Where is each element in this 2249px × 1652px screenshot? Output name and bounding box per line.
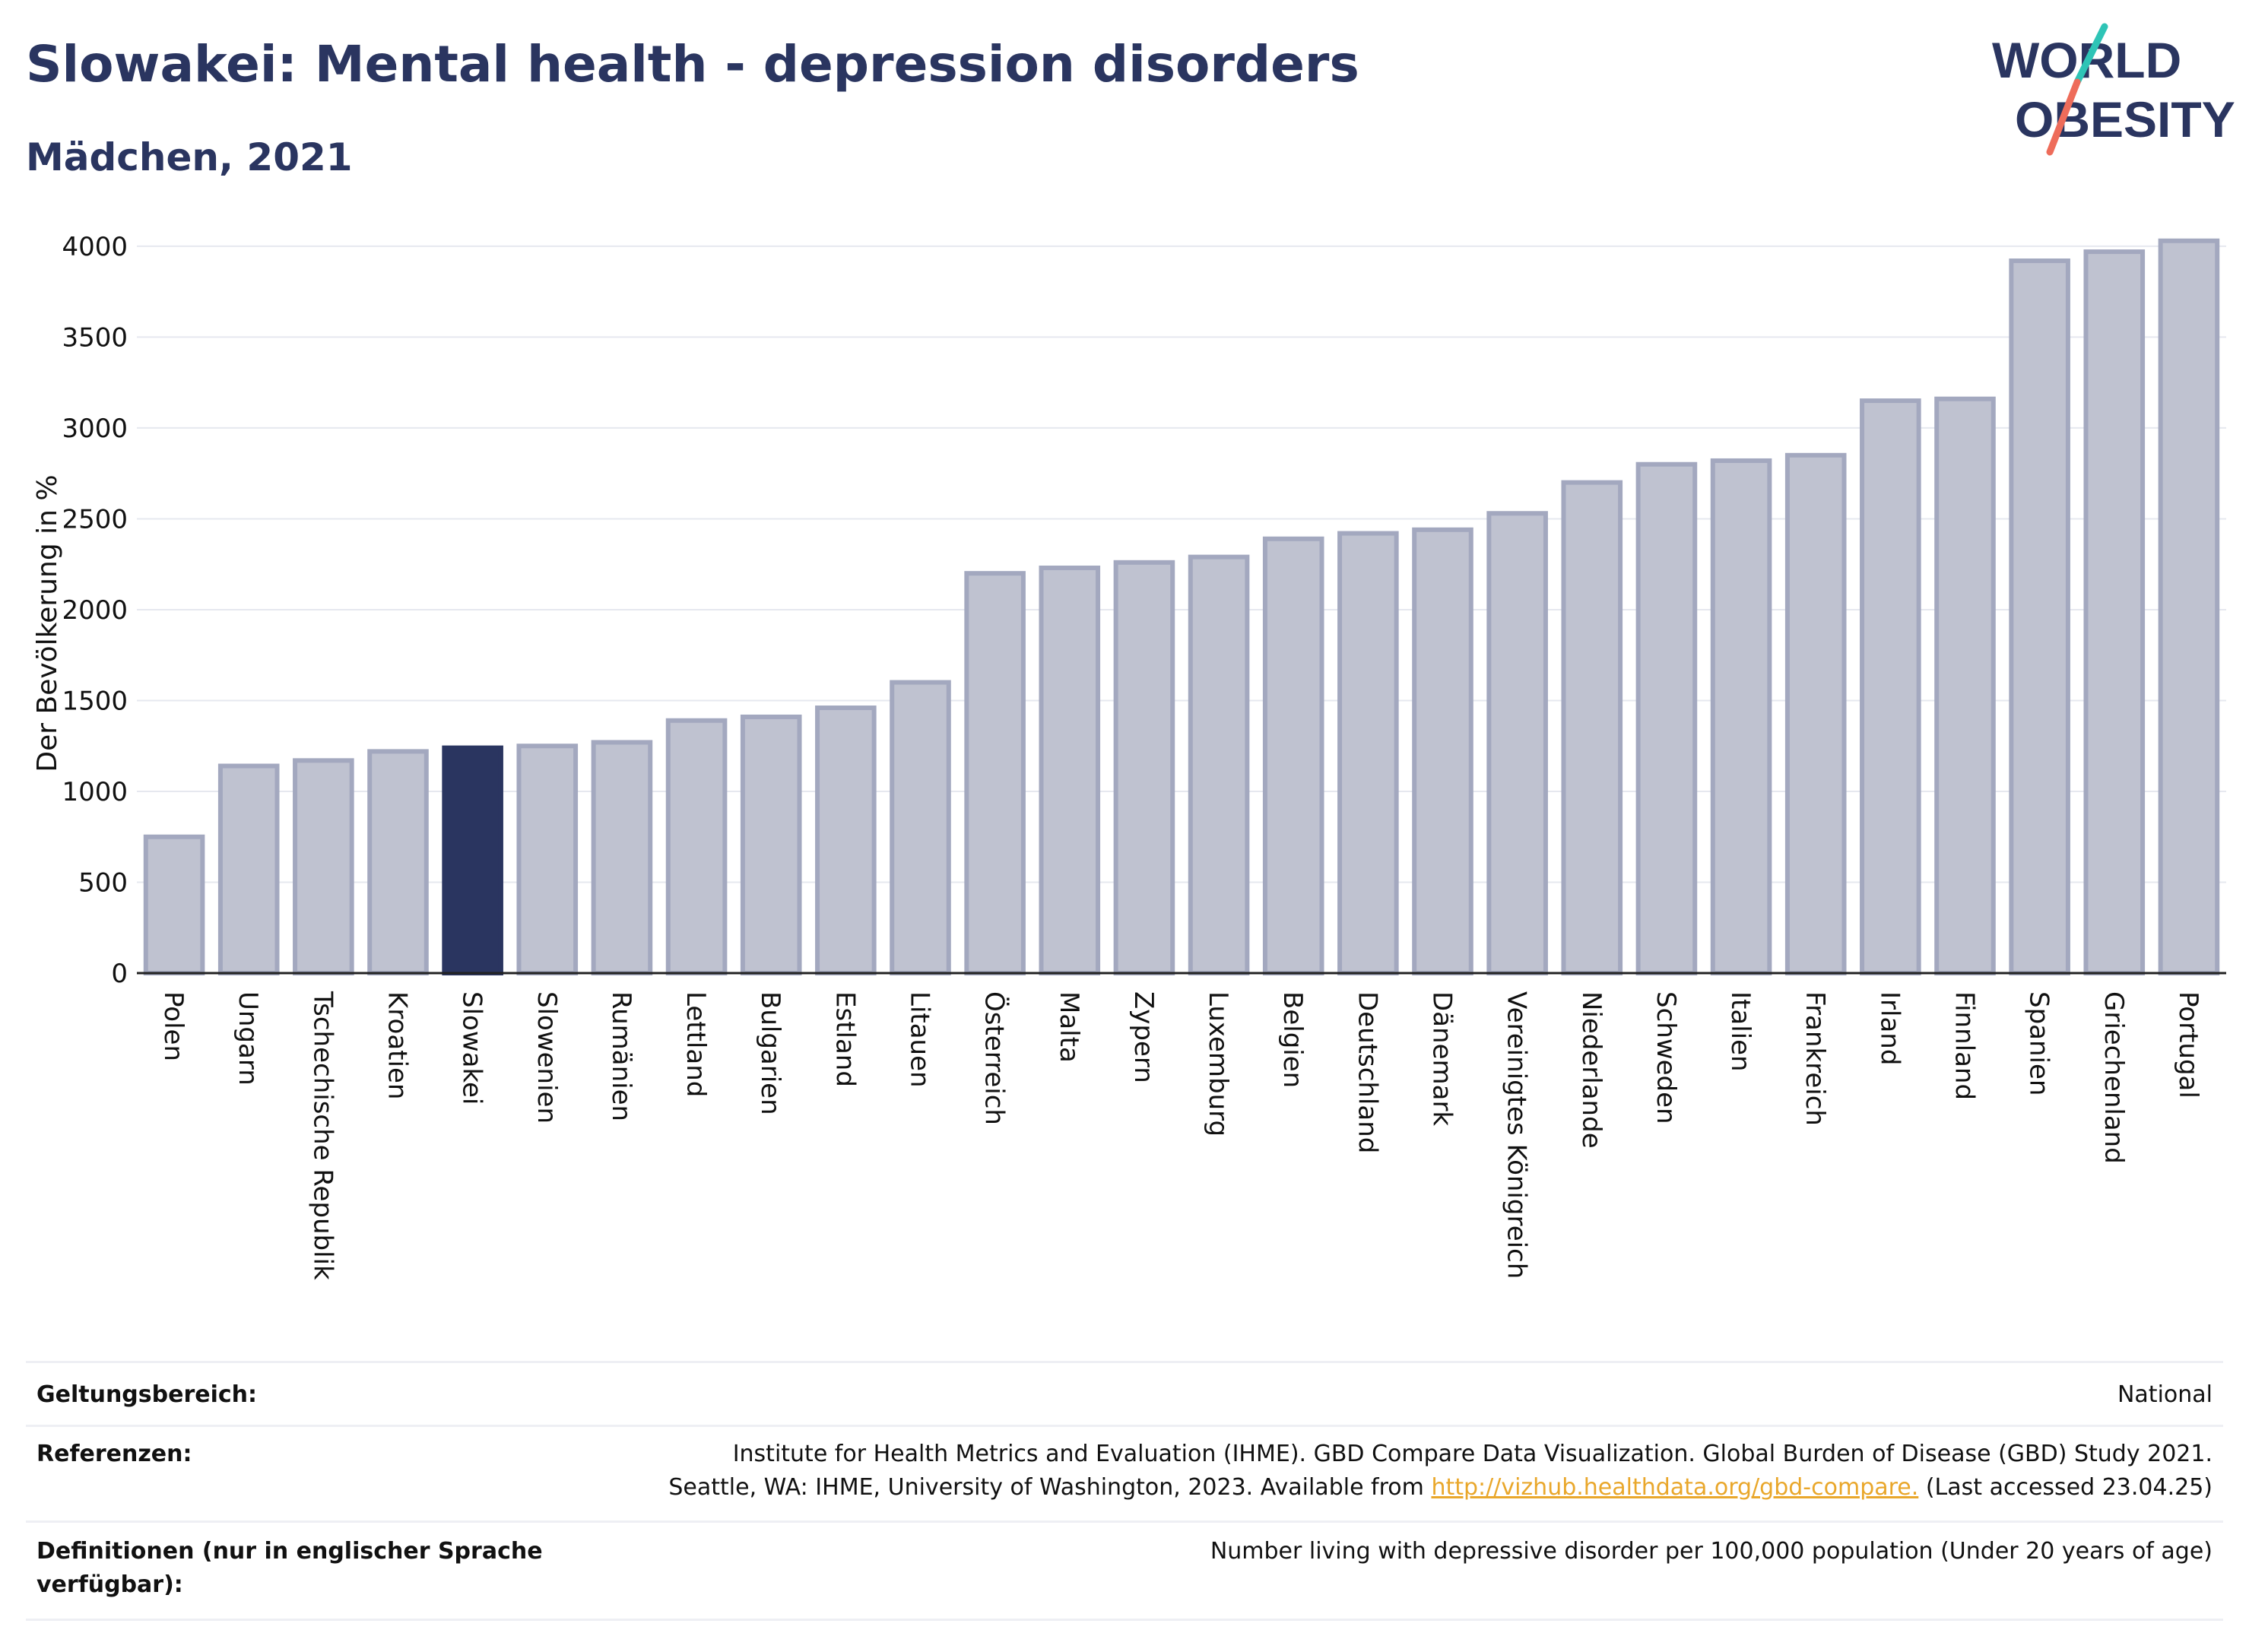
logo-word-2: OBESITY bbox=[2015, 91, 2235, 147]
x-tick-label: Slowenien bbox=[531, 991, 562, 1124]
x-tick-label: Frankreich bbox=[1800, 991, 1830, 1126]
bar-slowenien bbox=[516, 744, 579, 975]
bar-litauen bbox=[890, 680, 951, 975]
bar-zypern bbox=[1113, 560, 1175, 975]
x-tick-label: Polen bbox=[158, 991, 189, 1061]
bar-italien bbox=[1710, 458, 1772, 975]
bar-irland bbox=[1860, 398, 1921, 975]
x-tick-label: Zypern bbox=[1128, 991, 1159, 1083]
x-tick-label: Litauen bbox=[905, 991, 935, 1088]
bar-luxemburg bbox=[1188, 554, 1250, 975]
y-tick-labels: 0 500 1000 1500 2000 2500 3000 3500 4000 bbox=[62, 232, 128, 989]
bar-malta bbox=[1039, 565, 1101, 975]
bar-dänemark bbox=[1412, 527, 1473, 975]
chart-title: Slowakei: Mental health - depression dis… bbox=[26, 35, 1359, 94]
references-label: Referenzen: bbox=[36, 1441, 192, 1467]
y-tick-label: 3500 bbox=[62, 322, 128, 353]
references-link[interactable]: http://vizhub.healthdata.org/gbd-compare… bbox=[1431, 1474, 1919, 1501]
bar-niederlande bbox=[1561, 480, 1623, 975]
y-tick-label: 500 bbox=[78, 867, 128, 898]
y-tick-label: 0 bbox=[111, 959, 128, 989]
definitions-label-line-2: verfügbar): bbox=[36, 1571, 183, 1598]
x-tick-label: Österreich bbox=[979, 991, 1010, 1125]
chart-subtitle: Mädchen, 2021 bbox=[26, 135, 353, 179]
logo-slash-coral bbox=[2046, 78, 2081, 156]
x-tick-label: Griechenland bbox=[2098, 991, 2129, 1164]
x-tick-label: Ungarn bbox=[233, 991, 263, 1086]
bar-österreich bbox=[964, 571, 1026, 975]
world-obesity-logo: WORLD OBESITY bbox=[1992, 23, 2235, 156]
x-tick-label: Kroatien bbox=[382, 991, 413, 1099]
bar-kroatien bbox=[367, 749, 429, 975]
x-tick-label: Schweden bbox=[1651, 991, 1681, 1124]
x-tick-label: Luxemburg bbox=[1203, 991, 1233, 1137]
x-tick-label: Italien bbox=[1725, 991, 1756, 1072]
bar-polen bbox=[143, 834, 205, 975]
references-line-2-text: Seattle, WA: IHME, University of Washing… bbox=[668, 1474, 1424, 1501]
y-tick-label: 2500 bbox=[62, 504, 128, 534]
x-tick-label: Vereinigtes Königreich bbox=[1502, 991, 1532, 1279]
x-tick-label: Portugal bbox=[2173, 991, 2203, 1099]
bar-rumänien bbox=[591, 740, 653, 975]
info-row-definitions: Definitionen (nur in englischer Sprache … bbox=[26, 1520, 2223, 1621]
y-tick-label: 1500 bbox=[62, 686, 128, 716]
x-tick-labels: Polen Ungarn Tschechische Republik Kroatien… bbox=[158, 991, 2203, 1280]
bar-frankreich bbox=[1784, 452, 1847, 975]
bar-slowakei bbox=[442, 745, 503, 975]
bar-belgien bbox=[1262, 536, 1324, 975]
definitions-label: Definitionen (nur in englischer Sprache … bbox=[36, 1535, 543, 1602]
bar-estland bbox=[815, 706, 877, 976]
x-tick-label: Deutschland bbox=[1352, 991, 1382, 1153]
info-row-scope: Geltungsbereich: National bbox=[26, 1361, 2223, 1427]
x-tick-label: Rumänien bbox=[606, 991, 636, 1121]
x-tick-label: Finnland bbox=[1949, 991, 1980, 1100]
scope-label: Geltungsbereich: bbox=[36, 1381, 258, 1408]
x-tick-label: Lettland bbox=[680, 991, 711, 1097]
references-line-2: Seattle, WA: IHME, University of Washing… bbox=[668, 1471, 2213, 1505]
x-tick-label: Malta bbox=[1054, 991, 1084, 1063]
info-row-references: Referenzen: Institute for Health Metrics… bbox=[26, 1425, 2223, 1523]
y-tick-label: 1000 bbox=[62, 777, 128, 807]
definitions-label-line-1: Definitionen (nur in englischer Sprache bbox=[36, 1538, 543, 1565]
bar-ungarn bbox=[217, 763, 280, 975]
x-tick-label: Belgien bbox=[1277, 991, 1308, 1088]
bars bbox=[143, 238, 2220, 976]
bar-spanien bbox=[2009, 258, 2070, 975]
y-tick-label: 3000 bbox=[62, 414, 128, 444]
y-axis-label: Der Bevölkerung in % bbox=[32, 474, 63, 772]
x-tick-label: Dänemark bbox=[1427, 991, 1458, 1126]
x-tick-label: Estland bbox=[829, 991, 860, 1087]
bar-vereinigtes-königreich bbox=[1486, 511, 1548, 975]
y-tick-label: 4000 bbox=[62, 232, 128, 262]
bar-portugal bbox=[2158, 238, 2220, 976]
definitions-value: Number living with depressive disorder p… bbox=[1210, 1538, 2213, 1565]
x-tick-label: Niederlande bbox=[1576, 991, 1607, 1149]
bar-deutschland bbox=[1337, 531, 1399, 975]
scope-value: National bbox=[2117, 1381, 2213, 1408]
references-line-1: Institute for Health Metrics and Evaluat… bbox=[732, 1441, 2213, 1467]
x-tick-label: Slowakei bbox=[457, 991, 487, 1105]
x-tick-label: Irland bbox=[1874, 991, 1905, 1065]
x-tick-label: Spanien bbox=[2024, 991, 2054, 1096]
bar-chart: 0 500 1000 1500 2000 2500 3000 3500 4000 Polen Un… bbox=[32, 232, 2226, 1280]
x-tick-label: Bulgarien bbox=[755, 991, 785, 1115]
bar-finnland bbox=[1934, 396, 1996, 975]
logo-slash-teal bbox=[2073, 23, 2108, 86]
info-table: Geltungsbereich: National Referenzen: In… bbox=[26, 1361, 2223, 1621]
references-accessed: (Last accessed 23.04.25) bbox=[1925, 1474, 2213, 1501]
bar-lettland bbox=[665, 718, 728, 975]
bar-tschechische-republik bbox=[293, 758, 354, 976]
x-tick-label: Tschechische Republik bbox=[307, 991, 338, 1280]
y-tick-label: 2000 bbox=[62, 595, 128, 626]
bar-griechenland bbox=[2083, 249, 2146, 975]
references-value: Institute for Health Metrics and Evaluat… bbox=[668, 1438, 2213, 1505]
bar-schweden bbox=[1635, 461, 1698, 975]
bar-bulgarien bbox=[740, 714, 802, 975]
